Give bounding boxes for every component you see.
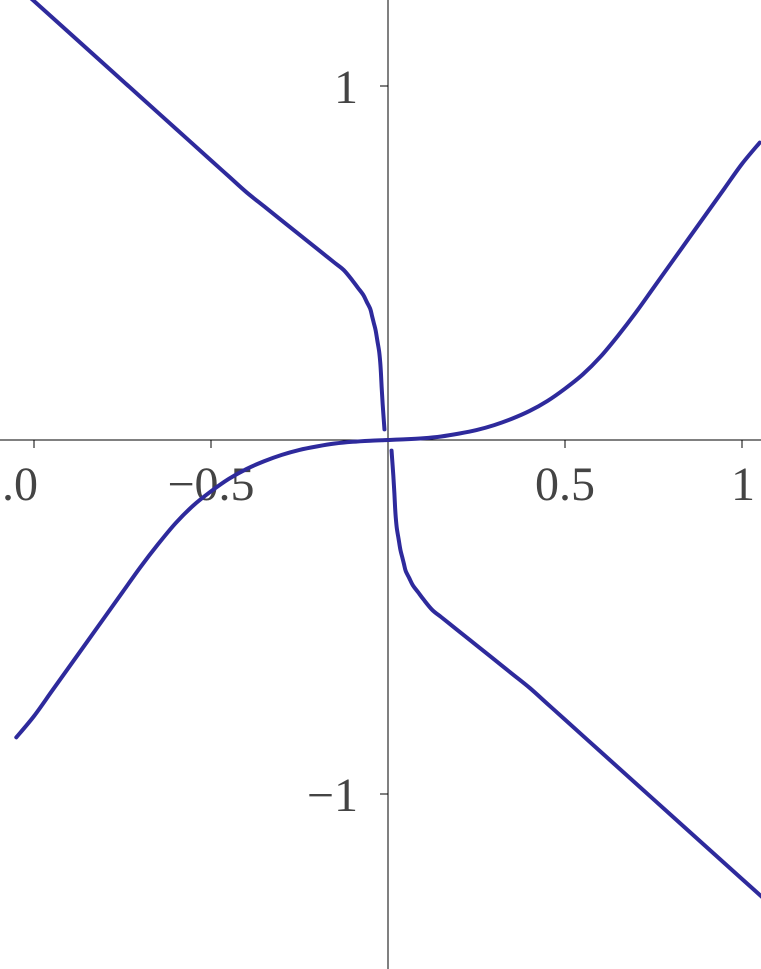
y-tick-label: 1 — [334, 61, 358, 114]
x-tick-label: 0.5 — [535, 458, 595, 511]
y-tick-label: −1 — [307, 769, 358, 822]
chart-svg: .0 −0.5 0.5 1 1 −1 — [0, 0, 761, 969]
chart-container: .0 −0.5 0.5 1 1 −1 — [0, 0, 761, 969]
x-tick-label: .0 — [2, 458, 38, 511]
x-tick-label: 1 — [731, 458, 755, 511]
chart-background — [0, 0, 761, 969]
x-tick-label: −0.5 — [167, 458, 254, 511]
